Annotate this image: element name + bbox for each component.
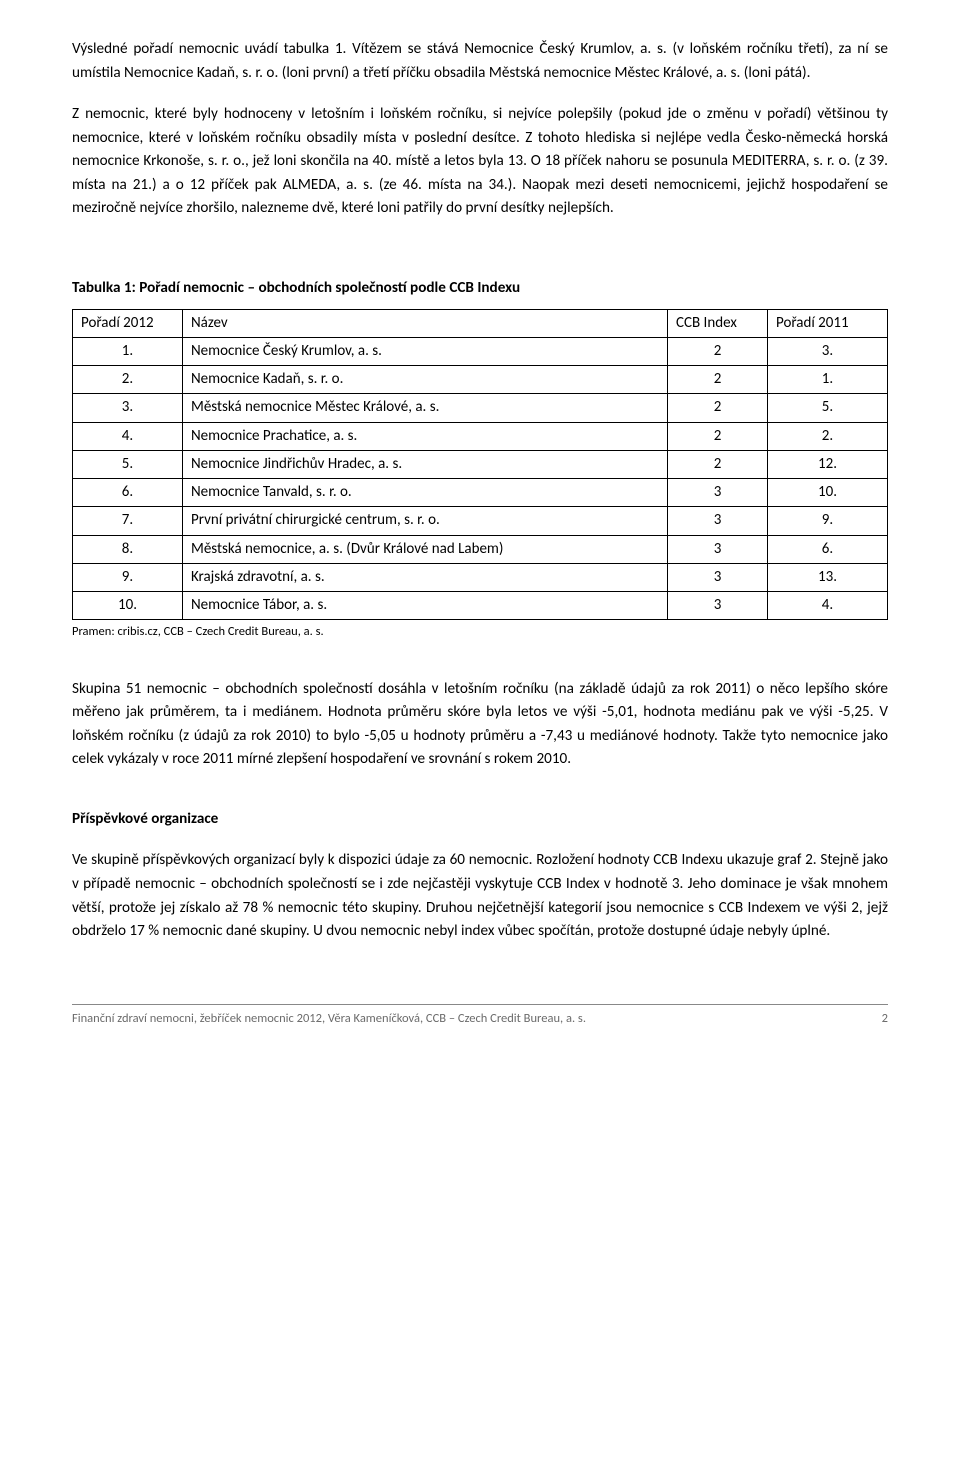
cell-index: 3 <box>668 507 768 535</box>
cell-index: 3 <box>668 592 768 620</box>
cell-name: Nemocnice Kadaň, s. r. o. <box>183 366 668 394</box>
cell-name: Nemocnice Český Krumlov, a. s. <box>183 337 668 365</box>
cell-rank: 8. <box>73 535 183 563</box>
table-row: 6.Nemocnice Tanvald, s. r. o.310. <box>73 479 888 507</box>
table-row: 9.Krajská zdravotní, a. s.313. <box>73 563 888 591</box>
cell-prev: 3. <box>768 337 888 365</box>
cell-name: Nemocnice Tanvald, s. r. o. <box>183 479 668 507</box>
footer-text: Finanční zdraví nemocni, žebříček nemocn… <box>72 1009 586 1028</box>
cell-index: 2 <box>668 366 768 394</box>
cell-prev: 5. <box>768 394 888 422</box>
paragraph-intro-1: Výsledné pořadí nemocnic uvádí tabulka 1… <box>72 38 888 85</box>
cell-name: Nemocnice Jindřichův Hradec, a. s. <box>183 450 668 478</box>
cell-index: 3 <box>668 535 768 563</box>
table-1-title: Tabulka 1: Pořadí nemocnic – obchodních … <box>72 277 888 301</box>
cell-prev: 4. <box>768 592 888 620</box>
table-row: 2.Nemocnice Kadaň, s. r. o.21. <box>73 366 888 394</box>
cell-name: První privátní chirurgické centrum, s. r… <box>183 507 668 535</box>
paragraph-intro-2: Z nemocnic, které byly hodnoceny v letoš… <box>72 103 888 221</box>
cell-index: 2 <box>668 422 768 450</box>
th-rank: Pořadí 2012 <box>73 309 183 337</box>
paragraph-summary: Skupina 51 nemocnic – obchodních společn… <box>72 678 888 772</box>
cell-index: 2 <box>668 394 768 422</box>
cell-rank: 3. <box>73 394 183 422</box>
cell-rank: 2. <box>73 366 183 394</box>
table-row: 7.První privátní chirurgické centrum, s.… <box>73 507 888 535</box>
cell-prev: 12. <box>768 450 888 478</box>
cell-prev: 6. <box>768 535 888 563</box>
footer-page-number: 2 <box>882 1009 888 1028</box>
cell-prev: 2. <box>768 422 888 450</box>
cell-rank: 7. <box>73 507 183 535</box>
cell-name: Krajská zdravotní, a. s. <box>183 563 668 591</box>
table-1-source: Pramen: cribis.cz, CCB – Czech Credit Bu… <box>72 622 888 641</box>
cell-prev: 10. <box>768 479 888 507</box>
th-prev: Pořadí 2011 <box>768 309 888 337</box>
page-footer: Finanční zdraví nemocni, žebříček nemocn… <box>72 1004 888 1028</box>
cell-rank: 4. <box>73 422 183 450</box>
cell-index: 2 <box>668 337 768 365</box>
table-row: 10.Nemocnice Tábor, a. s.34. <box>73 592 888 620</box>
paragraph-section-2: Ve skupině příspěvkových organizací byly… <box>72 849 888 943</box>
cell-name: Městská nemocnice Městec Králové, a. s. <box>183 394 668 422</box>
table-row: 1.Nemocnice Český Krumlov, a. s.23. <box>73 337 888 365</box>
cell-rank: 9. <box>73 563 183 591</box>
cell-index: 3 <box>668 479 768 507</box>
cell-rank: 10. <box>73 592 183 620</box>
cell-prev: 13. <box>768 563 888 591</box>
th-name: Název <box>183 309 668 337</box>
cell-index: 3 <box>668 563 768 591</box>
cell-rank: 1. <box>73 337 183 365</box>
table-row: 5.Nemocnice Jindřichův Hradec, a. s.212. <box>73 450 888 478</box>
table-1: Pořadí 2012 Název CCB Index Pořadí 2011 … <box>72 309 888 621</box>
th-index: CCB Index <box>668 309 768 337</box>
cell-name: Nemocnice Prachatice, a. s. <box>183 422 668 450</box>
cell-prev: 1. <box>768 366 888 394</box>
table-row: 4.Nemocnice Prachatice, a. s.22. <box>73 422 888 450</box>
table-row: 3.Městská nemocnice Městec Králové, a. s… <box>73 394 888 422</box>
cell-prev: 9. <box>768 507 888 535</box>
cell-index: 2 <box>668 450 768 478</box>
cell-name: Nemocnice Tábor, a. s. <box>183 592 668 620</box>
cell-rank: 5. <box>73 450 183 478</box>
cell-rank: 6. <box>73 479 183 507</box>
cell-name: Městská nemocnice, a. s. (Dvůr Králové n… <box>183 535 668 563</box>
table-row: 8.Městská nemocnice, a. s. (Dvůr Králové… <box>73 535 888 563</box>
table-1-header-row: Pořadí 2012 Název CCB Index Pořadí 2011 <box>73 309 888 337</box>
section-2-title: Příspěvkové organizace <box>72 808 888 832</box>
